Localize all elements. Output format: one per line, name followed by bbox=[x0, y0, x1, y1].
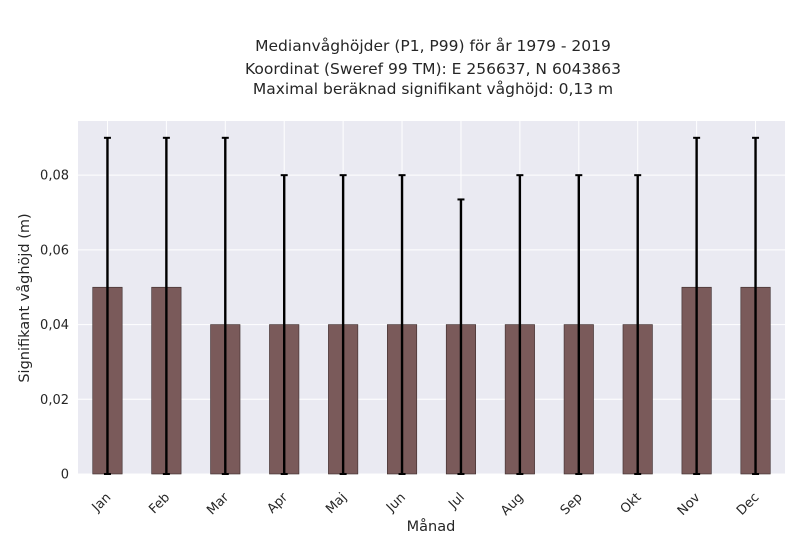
x-tick-label: Apr bbox=[265, 490, 292, 517]
x-tick-label: Jul bbox=[445, 490, 467, 512]
x-tick-label: Nov bbox=[675, 490, 704, 519]
y-tick-label: 0,08 bbox=[40, 169, 69, 184]
chart-title-line-2: Koordinat (Sweref 99 TM): E 256637, N 60… bbox=[245, 60, 621, 78]
x-tick-label: Maj bbox=[323, 490, 350, 517]
x-tick-label: Jun bbox=[383, 490, 409, 516]
chart-title-line-1: Medianvåghöjder (P1, P99) för år 1979 - … bbox=[255, 37, 611, 55]
y-ticks: 0 0,02 0,04 0,06 0,08 bbox=[40, 169, 69, 483]
y-tick-label: 0 bbox=[61, 468, 69, 483]
plot-area bbox=[78, 121, 785, 474]
y-tick-label: 0,02 bbox=[40, 393, 69, 408]
x-ticks: Jan Feb Mar Apr Maj Jun Jul Aug Sep Okt Nov Dec bbox=[89, 490, 763, 519]
x-tick-label: Jan bbox=[89, 490, 114, 515]
x-tick-label: Mar bbox=[204, 490, 232, 518]
x-tick-label: Aug bbox=[498, 490, 527, 519]
x-axis-label: Månad bbox=[407, 518, 456, 535]
y-tick-label: 0,04 bbox=[40, 318, 69, 333]
chart-title-line-3: Maximal beräknad signifikant våghöjd: 0,… bbox=[253, 80, 613, 98]
x-tick-label: Dec bbox=[734, 490, 762, 518]
x-tick-label: Okt bbox=[618, 490, 645, 517]
y-axis-label: Signifikant våghöjd (m) bbox=[16, 213, 33, 382]
error-bars bbox=[103, 136, 760, 475]
x-tick-label: Feb bbox=[146, 490, 173, 517]
x-tick-label: Sep bbox=[558, 490, 586, 518]
y-tick-label: 0,06 bbox=[40, 243, 69, 258]
